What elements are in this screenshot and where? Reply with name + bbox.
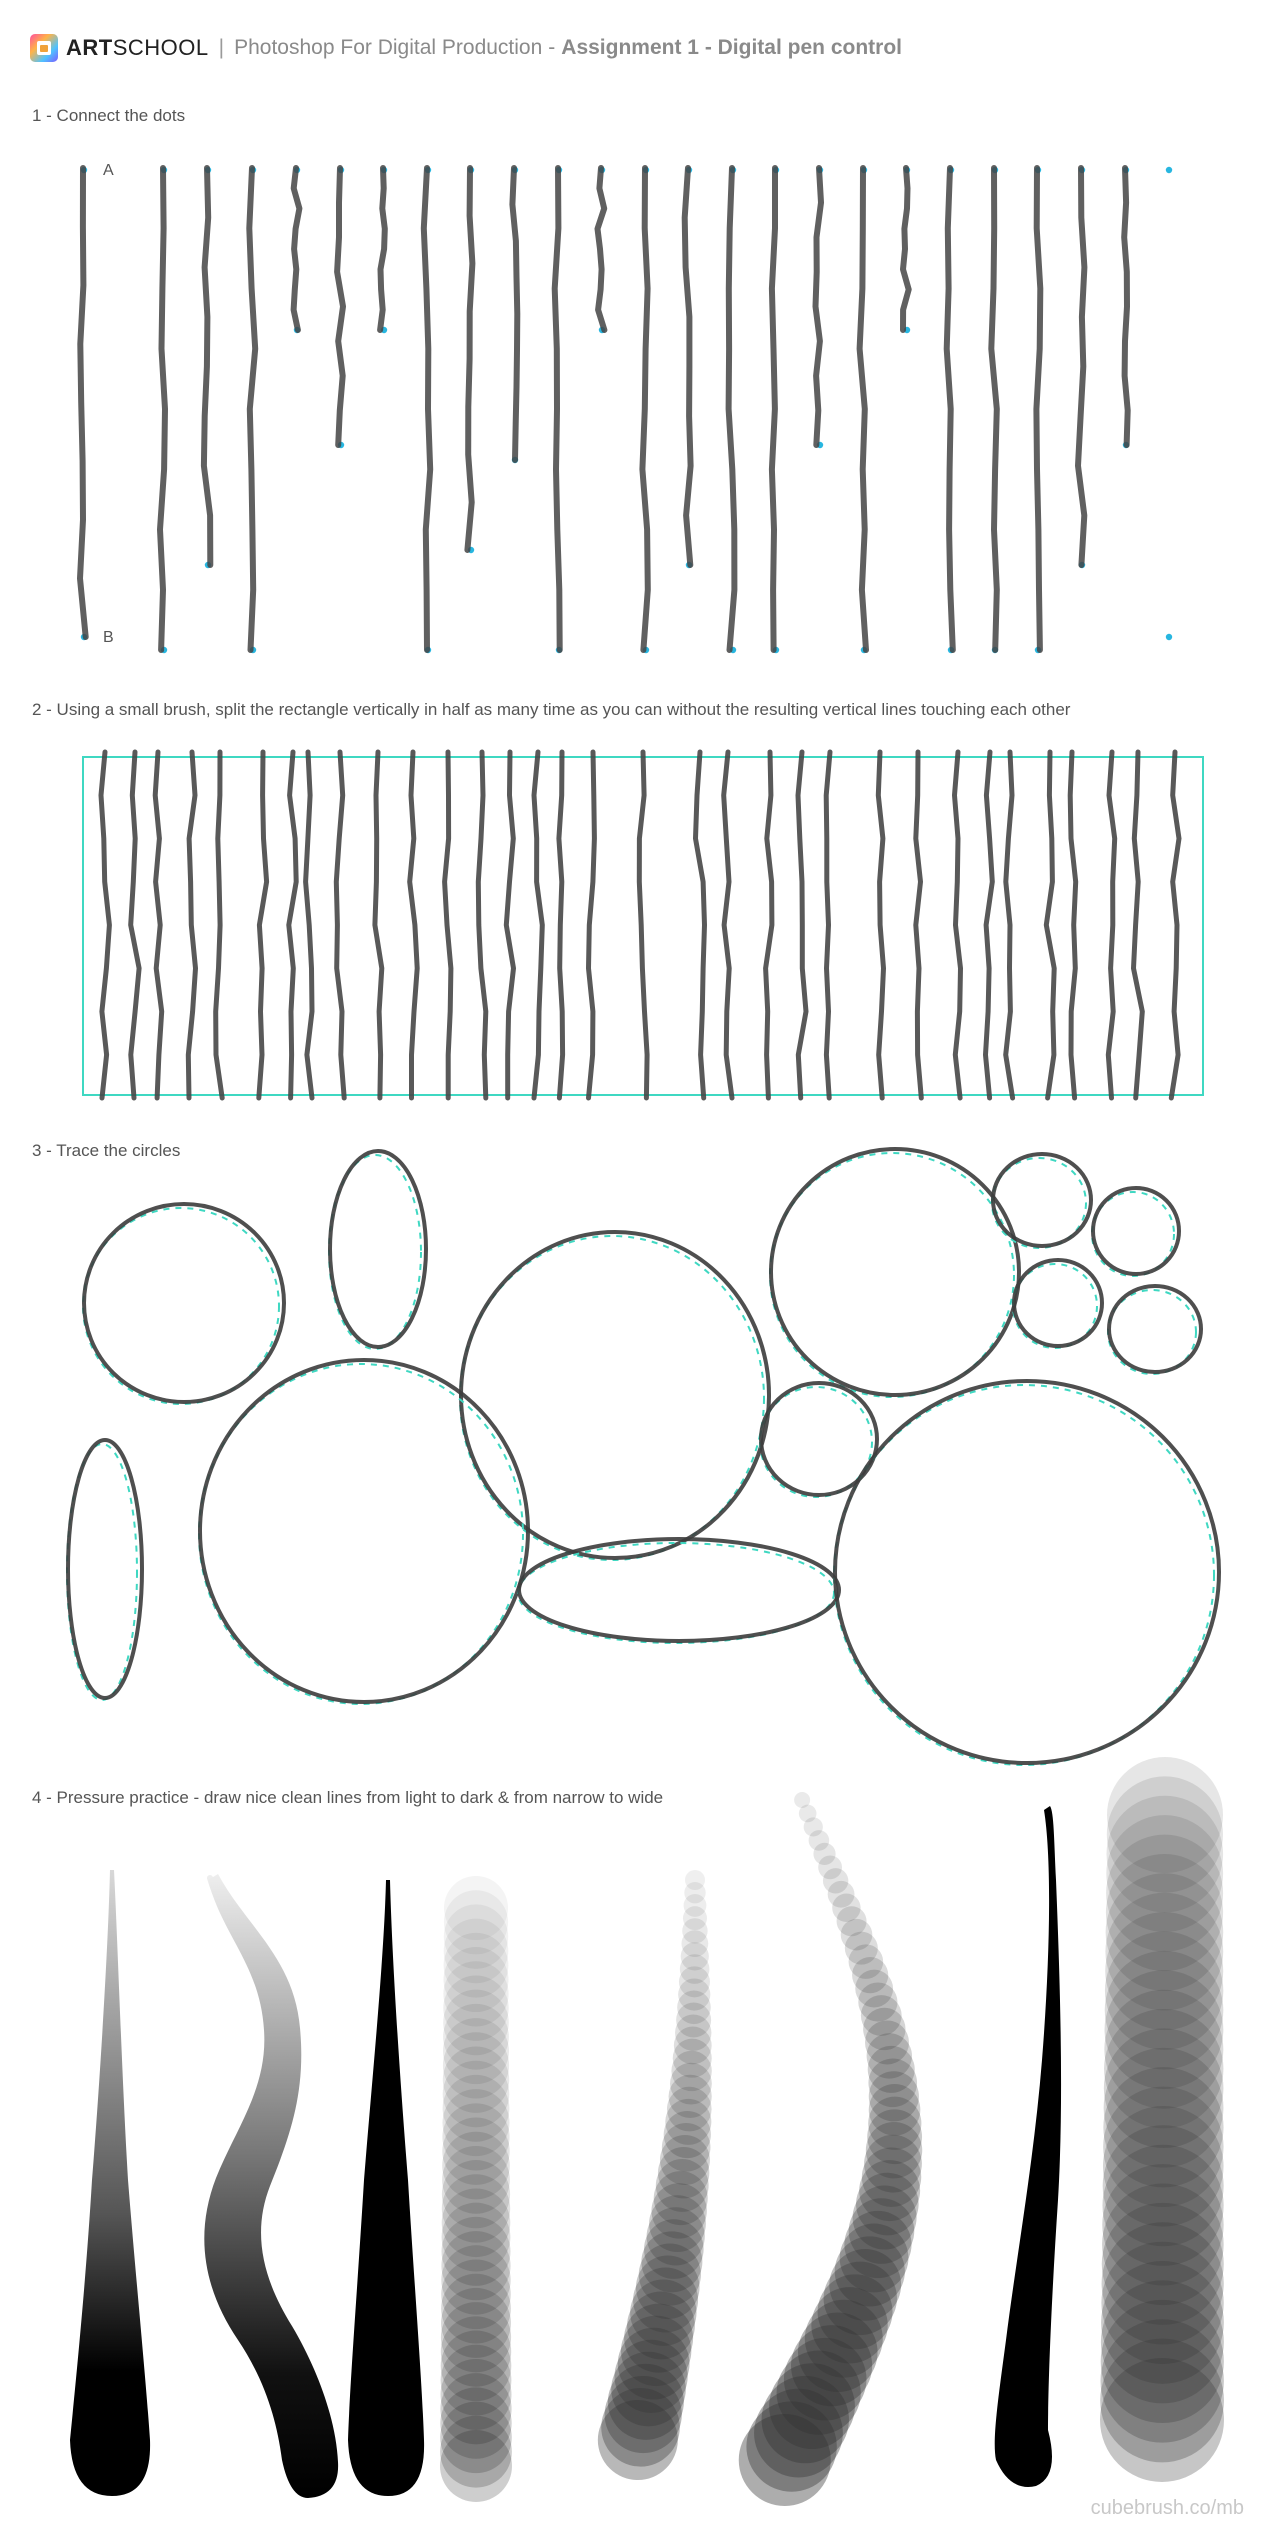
drawn-line xyxy=(816,168,822,445)
traced-circle xyxy=(835,1381,1219,1763)
traced-circle xyxy=(84,1204,284,1402)
drawn-line xyxy=(772,168,775,650)
traced-circle xyxy=(68,1440,142,1698)
split-line xyxy=(766,752,772,1098)
traced-circle xyxy=(519,1539,839,1641)
split-line xyxy=(506,752,513,1098)
point-a-label: A xyxy=(103,162,114,179)
traced-circle xyxy=(330,1151,426,1347)
split-line xyxy=(696,752,705,1098)
split-line xyxy=(216,752,223,1098)
footer-url: cubebrush.co/mb xyxy=(1091,2497,1244,2520)
split-lines xyxy=(101,752,1179,1098)
drawn-line xyxy=(729,168,735,650)
traced-circle xyxy=(1093,1188,1179,1274)
drawn-line xyxy=(80,168,86,637)
drawn-line xyxy=(555,168,560,650)
split-line xyxy=(1046,752,1054,1098)
split-line xyxy=(259,752,267,1098)
trace-circles-exercise xyxy=(67,1149,1219,1765)
split-line xyxy=(878,752,883,1098)
point-b-label: B xyxy=(103,629,114,646)
split-line xyxy=(155,752,162,1098)
brush-dab xyxy=(598,2400,678,2480)
bottom-dots xyxy=(81,327,1172,653)
drawn-line xyxy=(337,168,343,445)
drawn-line xyxy=(512,168,517,460)
drawn-line xyxy=(685,168,691,565)
stamped-dab-stroke-5 xyxy=(598,1870,712,2480)
drawn-line xyxy=(860,168,866,650)
drawn-line xyxy=(991,168,997,650)
traced-circle xyxy=(771,1149,1019,1395)
traced-circle xyxy=(1014,1260,1102,1346)
split-line xyxy=(410,752,418,1098)
split-line xyxy=(639,752,647,1098)
top-dots xyxy=(81,167,1172,173)
drawn-line xyxy=(204,168,210,565)
split-line xyxy=(375,752,382,1098)
end-dot xyxy=(1166,634,1172,640)
stamped-dab-stroke-6 xyxy=(739,1792,922,2506)
brush-dab xyxy=(440,2430,512,2502)
split-line xyxy=(445,752,451,1098)
split-line xyxy=(955,752,961,1098)
drawn-line xyxy=(294,168,300,330)
brush-dab xyxy=(1100,2358,1224,2482)
split-line xyxy=(1070,752,1076,1098)
traced-circle xyxy=(993,1154,1091,1246)
split-line xyxy=(101,752,109,1098)
drawn-line xyxy=(947,168,953,650)
split-line xyxy=(1134,752,1143,1098)
drawn-line xyxy=(642,168,647,650)
split-line xyxy=(559,752,563,1098)
split-line xyxy=(336,752,344,1098)
traced-circle xyxy=(461,1232,769,1558)
drawn-line xyxy=(1078,168,1084,565)
drawn-line xyxy=(424,168,430,650)
split-line xyxy=(589,752,595,1098)
split-line xyxy=(1006,752,1013,1098)
stamped-dab-stroke-8 xyxy=(1100,1757,1224,2482)
drawn-dot-lines xyxy=(80,168,1128,650)
traced-circle xyxy=(200,1360,528,1702)
wave-stroke-2 xyxy=(204,1874,338,2498)
split-line xyxy=(986,752,993,1098)
brush-dab xyxy=(739,2414,831,2506)
taper-stroke-1 xyxy=(70,1870,150,2496)
stamped-dab-stroke-4 xyxy=(440,1876,512,2502)
connect-dots-exercise: A B xyxy=(80,162,1172,653)
taper-stroke-3 xyxy=(348,1880,424,2496)
split-line xyxy=(724,752,732,1098)
circle-tracings xyxy=(67,1149,1219,1765)
split-line xyxy=(131,752,139,1098)
split-line xyxy=(1108,752,1114,1098)
split-line xyxy=(916,752,922,1098)
split-line xyxy=(534,752,542,1098)
split-line xyxy=(188,752,195,1098)
top-dot xyxy=(1166,167,1172,173)
traced-circle xyxy=(1109,1286,1201,1372)
drawn-line xyxy=(1124,168,1128,445)
split-line xyxy=(1171,752,1179,1098)
pressure-practice-exercise xyxy=(70,1757,1224,2506)
split-line xyxy=(798,752,806,1098)
split-line xyxy=(826,752,830,1098)
solid-stroke-7 xyxy=(995,1806,1061,2487)
split-line xyxy=(478,752,486,1098)
drawn-line xyxy=(467,168,472,550)
split-line xyxy=(306,752,312,1098)
drawn-line xyxy=(598,168,605,330)
drawn-line xyxy=(1036,168,1040,650)
drawn-line xyxy=(903,168,909,330)
drawn-line xyxy=(249,168,255,650)
split-line xyxy=(289,752,296,1098)
drawn-line xyxy=(380,168,385,330)
drawn-line xyxy=(160,168,165,650)
split-rectangle-exercise xyxy=(83,752,1203,1098)
